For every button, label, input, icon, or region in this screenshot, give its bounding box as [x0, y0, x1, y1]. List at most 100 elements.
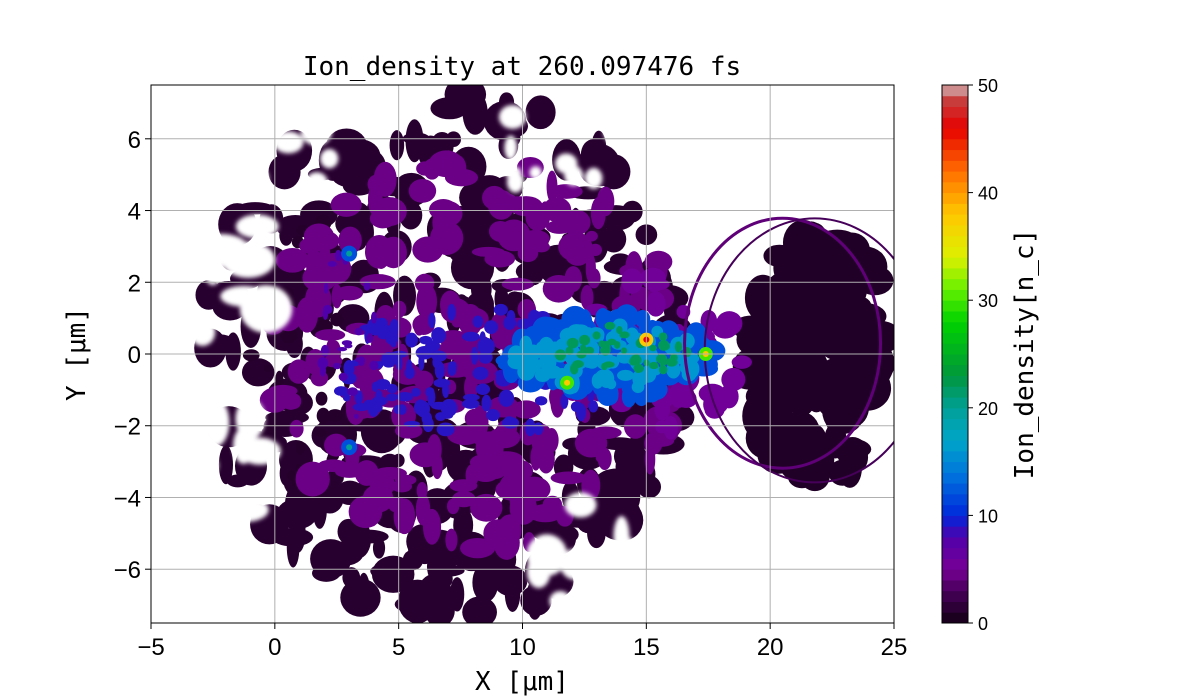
mid-density-patch: [546, 170, 558, 203]
channel-patch: [336, 346, 348, 352]
mid-density-patch: [275, 248, 310, 273]
colorbar-level: [942, 214, 968, 226]
empty-region: [564, 492, 597, 518]
mid-density-patch: [646, 291, 666, 317]
empty-region: [677, 472, 708, 497]
mid-density-patch: [392, 300, 407, 318]
channel-patch: [342, 393, 351, 402]
x-tick-label: −5: [137, 634, 164, 661]
colorbar-level: [942, 397, 968, 409]
chart-title: Ion_density at 260.097476 fs: [303, 52, 741, 82]
core-patch: [566, 337, 579, 349]
low-density-patch: [295, 440, 306, 455]
mid-density-patch: [520, 229, 550, 248]
empty-region: [151, 360, 184, 399]
mid-density-patch: [489, 451, 524, 469]
mid-density-patch: [731, 355, 752, 369]
mid-density-patch: [464, 408, 485, 428]
empty-region: [584, 167, 603, 189]
colorbar-level: [942, 343, 968, 355]
channel-patch: [332, 362, 342, 370]
channel-patch: [380, 352, 397, 368]
core-patch: [540, 353, 554, 366]
channel-patch: [479, 331, 486, 345]
low-density-patch: [525, 95, 556, 130]
mid-density-patch: [330, 192, 362, 217]
mid-density-patch: [451, 491, 476, 508]
channel-patch: [472, 366, 489, 380]
mid-density-patch: [434, 201, 463, 227]
low-density-patch: [520, 585, 552, 616]
mid-density-patch: [335, 285, 364, 301]
colorbar-level: [942, 526, 968, 538]
empty-region: [201, 398, 230, 447]
channel-patch: [463, 393, 480, 401]
x-tick-label: 10: [509, 634, 536, 661]
density-field: [151, 85, 894, 623]
low-density-patch: [817, 286, 839, 313]
low-density-patch: [505, 568, 519, 585]
core-patch: [658, 364, 668, 375]
channel-patch: [371, 381, 379, 392]
colorbar-level: [942, 332, 968, 344]
mid-density-patch: [289, 419, 304, 438]
colorbar-level: [942, 547, 968, 559]
empty-region: [710, 502, 741, 539]
low-density-patch: [275, 370, 284, 387]
mid-density-patch: [495, 518, 512, 543]
channel-patch: [375, 378, 391, 390]
mid-density-patch: [413, 370, 434, 390]
colorbar: [942, 85, 968, 624]
colorbar-level: [942, 300, 968, 312]
core-patch: [633, 363, 644, 374]
low-density-patch: [785, 345, 829, 392]
mid-density-patch: [460, 538, 496, 559]
colorbar-tick-label: 20: [978, 399, 998, 419]
low-density-patch: [462, 596, 497, 623]
colorbar-level: [942, 493, 968, 506]
core-patch: [538, 336, 555, 356]
channel-patch: [338, 372, 348, 382]
empty-region: [235, 214, 279, 239]
mid-density-patch: [558, 232, 593, 262]
empty-region: [200, 381, 235, 405]
channel-patch: [447, 361, 457, 371]
mid-density-patch: [422, 508, 442, 545]
colorbar-level: [942, 160, 968, 172]
colorbar-level: [942, 354, 968, 366]
low-density-patch: [268, 154, 301, 190]
core-patch: [616, 326, 623, 334]
mid-density-patch: [716, 311, 743, 336]
core-patch: [620, 347, 628, 355]
channel-patch: [588, 400, 599, 413]
empty-region: [564, 598, 592, 622]
core-patch: [619, 331, 630, 339]
channel-patch: [570, 401, 583, 413]
channel-patch: [501, 417, 520, 429]
empty-region: [684, 526, 705, 550]
grid: [151, 85, 894, 623]
empty-region: [498, 104, 527, 129]
channel-patch: [428, 312, 436, 329]
mid-density-patch: [663, 415, 678, 440]
low-density-patch: [767, 408, 792, 446]
low-density-patch: [462, 91, 488, 135]
channel-patch: [386, 393, 398, 402]
empty-region: [301, 117, 332, 146]
low-density-patch: [837, 349, 884, 397]
colorbar-level: [942, 149, 968, 161]
core-patch: [565, 346, 574, 356]
mid-density-patch: [595, 451, 607, 463]
x-tick-label: 20: [757, 634, 784, 661]
mid-density-patch: [423, 158, 441, 180]
low-density-patch: [744, 274, 782, 322]
empty-region: [703, 539, 738, 572]
low-density-patch: [597, 468, 638, 488]
empty-region: [504, 135, 518, 160]
low-density-patch: [463, 205, 487, 236]
mid-density-patch: [491, 193, 517, 205]
empty-region: [713, 466, 734, 500]
channel-patch: [475, 383, 491, 395]
channel-patch: [427, 388, 436, 407]
channel-patch: [436, 422, 455, 437]
